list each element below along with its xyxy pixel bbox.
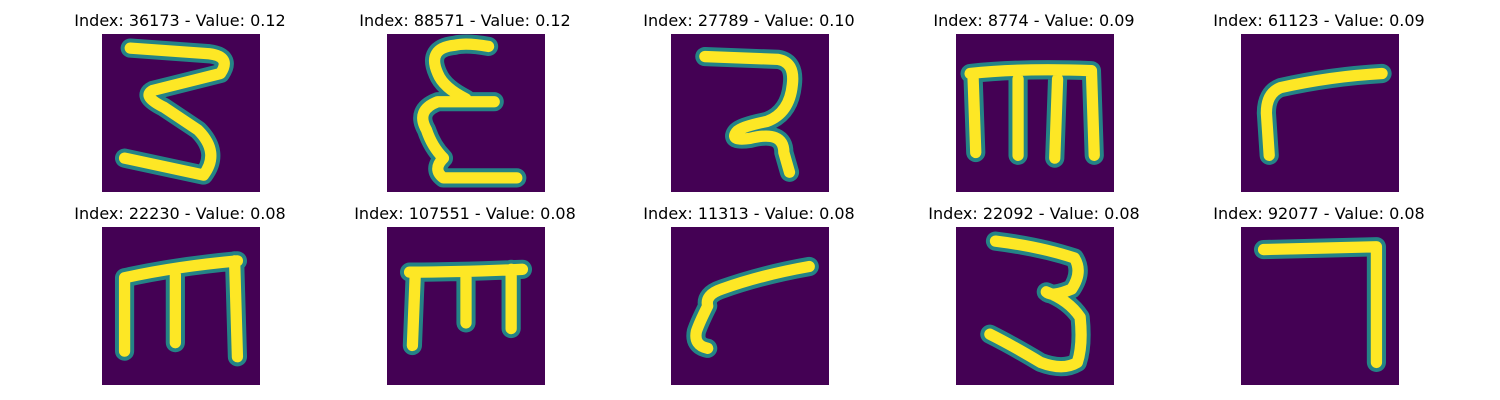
handwritten-3-icon — [956, 227, 1114, 385]
sample-panel: Index: 22230 - Value: 0.08 — [50, 205, 310, 390]
handwritten-m-icon — [102, 227, 260, 385]
panel-title: Index: 22092 - Value: 0.08 — [928, 204, 1140, 223]
panel-title: Index: 88571 - Value: 0.12 — [359, 11, 571, 30]
sample-panel: Index: 11313 - Value: 0.08 — [619, 205, 879, 390]
panel-title: Index: 61123 - Value: 0.09 — [1213, 11, 1425, 30]
sample-panel: Index: 36173 - Value: 0.12 — [50, 12, 310, 197]
panel-title: Index: 107551 - Value: 0.08 — [354, 204, 576, 223]
handwritten-r-icon — [671, 227, 829, 385]
panel-title: Index: 36173 - Value: 0.12 — [74, 11, 286, 30]
sample-panel: Index: 88571 - Value: 0.12 — [335, 12, 595, 197]
sample-panel: Index: 107551 - Value: 0.08 — [335, 205, 595, 390]
handwritten-r-icon — [1241, 34, 1399, 192]
sample-panel: Index: 61123 - Value: 0.09 — [1189, 12, 1449, 197]
sample-panel: Index: 22092 - Value: 0.08 — [904, 205, 1164, 390]
panel-title: Index: 11313 - Value: 0.08 — [643, 204, 855, 223]
sample-panel: Index: 27789 - Value: 0.10 — [619, 12, 879, 197]
handwritten-m-icon — [956, 34, 1114, 192]
handwritten-7-icon — [1241, 227, 1399, 385]
handwritten-m-icon — [387, 227, 545, 385]
panel-title: Index: 22230 - Value: 0.08 — [74, 204, 286, 223]
handwritten-epsilon-icon — [387, 34, 545, 192]
panel-title: Index: 92077 - Value: 0.08 — [1213, 204, 1425, 223]
sample-panel: Index: 8774 - Value: 0.09 — [904, 12, 1164, 197]
panel-title: Index: 27789 - Value: 0.10 — [643, 11, 855, 30]
handwritten-3-sideways-icon — [102, 34, 260, 192]
panel-title: Index: 8774 - Value: 0.09 — [933, 11, 1135, 30]
handwritten-2-reversed-icon — [671, 34, 829, 192]
sample-panel: Index: 92077 - Value: 0.08 — [1189, 205, 1449, 390]
